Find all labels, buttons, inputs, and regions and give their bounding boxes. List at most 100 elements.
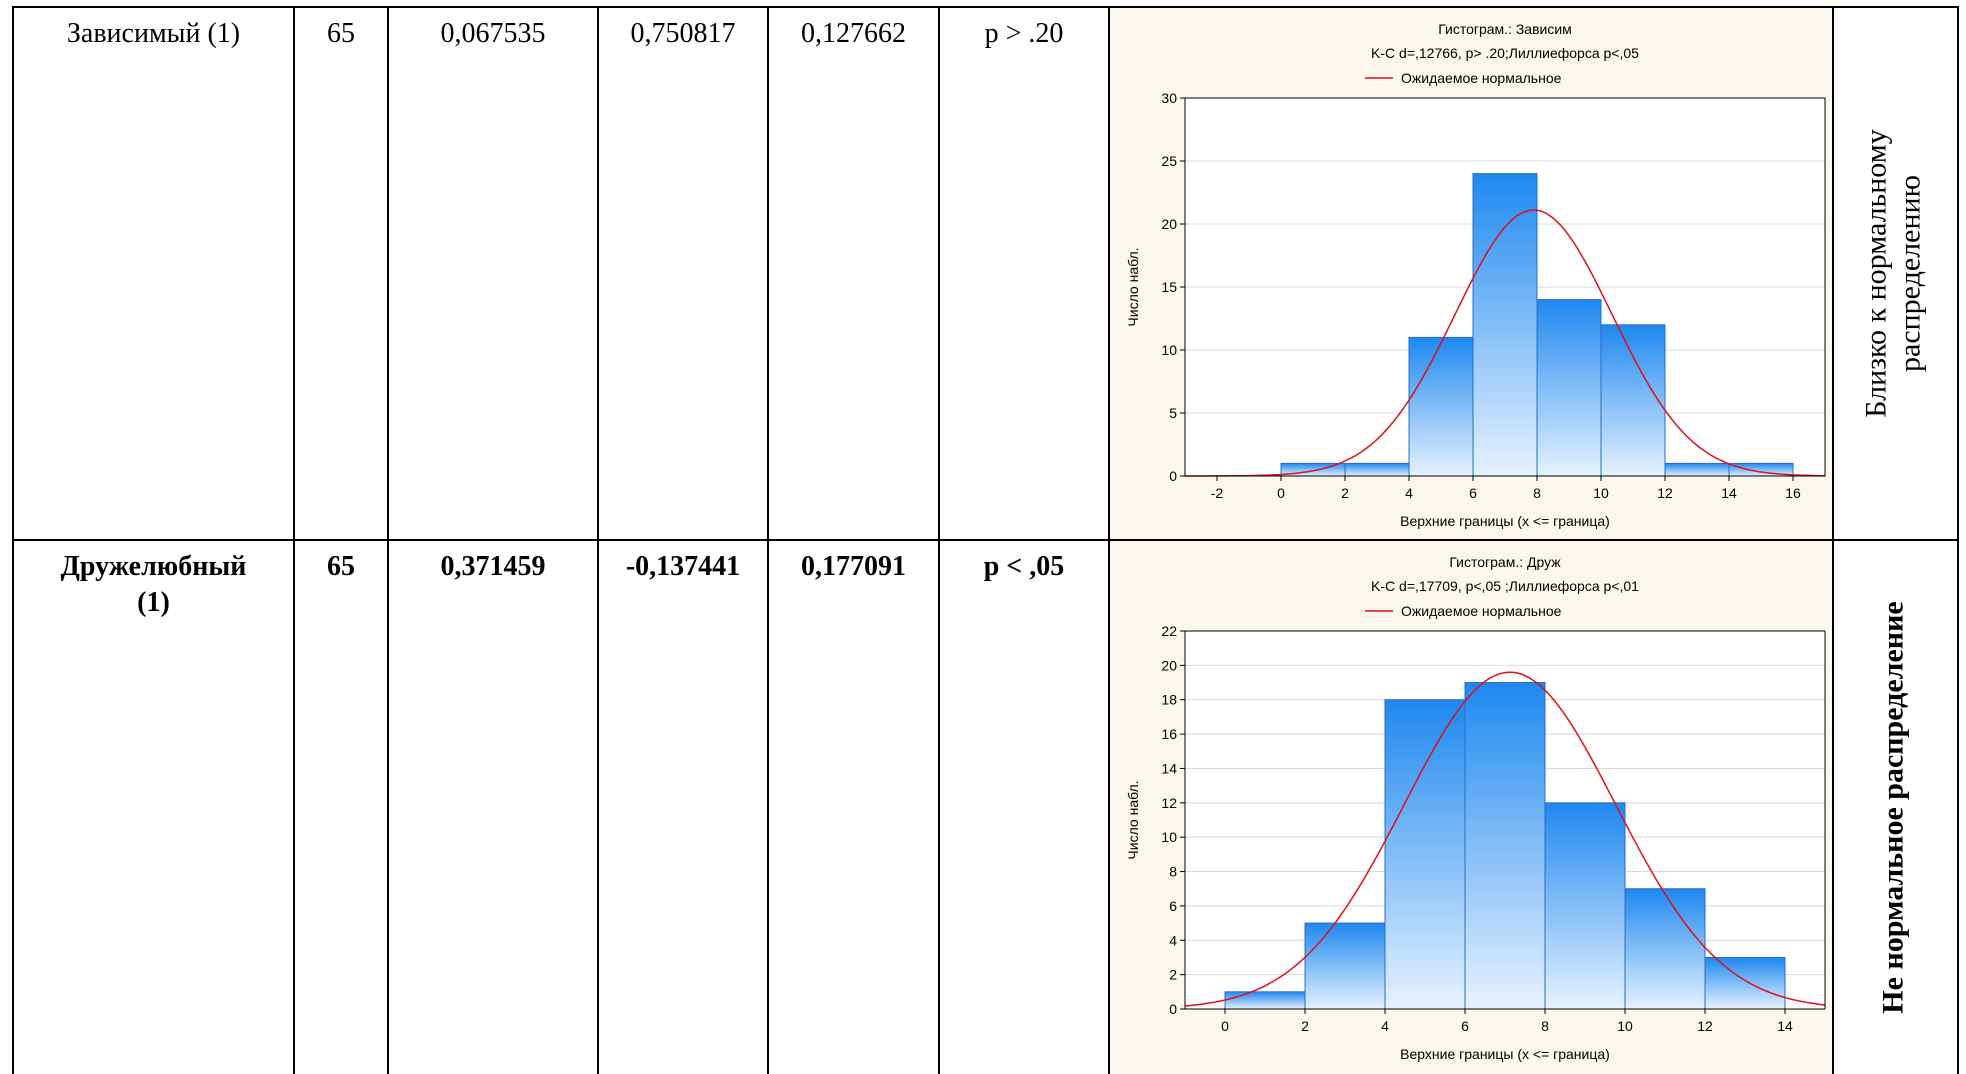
x-tick-label: 12 xyxy=(1697,1018,1713,1034)
chart-cell: Гистограм.: Друж K-C d=,17709, p<,05 ;Лил… xyxy=(1108,539,1832,1074)
conclusion-svg: Близко к нормальному распределению xyxy=(1859,129,1926,417)
y-tick-label: 22 xyxy=(1161,623,1177,639)
stat-cell: 65 xyxy=(293,539,387,1074)
x-tick-label: 4 xyxy=(1381,1018,1389,1034)
plot-frame xyxy=(1184,630,1826,1010)
conclusion-text: Близко к нормальному xyxy=(1859,129,1892,417)
histogram-bar xyxy=(1304,922,1386,1010)
x-tick-label: 6 xyxy=(1461,1018,1469,1034)
y-tick-label: 0 xyxy=(1169,468,1177,484)
y-tick-label: 20 xyxy=(1161,216,1177,232)
y-tick-label: 2 xyxy=(1169,967,1177,983)
x-tick-label: 16 xyxy=(1785,485,1801,501)
y-tick-label: 0 xyxy=(1169,1001,1177,1017)
chart-cell: Гистограм.: Зависим K-C d=,12766, p> .20;… xyxy=(1108,6,1832,539)
histogram-chart: Гистограм.: Зависим K-C d=,12766, p> .20;… xyxy=(1125,21,1826,529)
y-axis-label: Число набл. xyxy=(1125,247,1141,326)
variable-name-cell: Дружелюбный (1) xyxy=(12,539,293,1074)
histogram-bar xyxy=(1344,462,1410,477)
y-tick-label: 8 xyxy=(1169,864,1177,880)
x-tick-label: 12 xyxy=(1657,485,1673,501)
stat-cell: 0,750817 xyxy=(597,6,767,539)
x-tick-label: 4 xyxy=(1405,485,1413,501)
y-tick-label: 6 xyxy=(1169,898,1177,914)
cell-text: -0,137441 xyxy=(625,551,741,582)
cell-text: 0,067535 xyxy=(440,18,546,49)
x-tick-label: 8 xyxy=(1533,485,1541,501)
cell-text: Зависимый (1) xyxy=(66,18,241,49)
histogram-bar xyxy=(1408,336,1474,477)
variable-name-cell: Зависимый (1) xyxy=(12,6,293,539)
stat-cell: -0,137441 xyxy=(597,539,767,1074)
stat-cell: 65 xyxy=(293,6,387,539)
conclusion-cell: Не нормальное распределение xyxy=(1832,539,1959,1074)
histogram-bar xyxy=(1600,324,1666,477)
histogram-bar xyxy=(1384,699,1466,1010)
histogram-bar xyxy=(1464,682,1546,1010)
x-tick-label: -2 xyxy=(1211,485,1224,501)
x-axis-label: Верхние границы (x <= граница) xyxy=(1400,1046,1610,1062)
conclusion-cell: Близко к нормальному распределению xyxy=(1832,6,1959,539)
y-tick-label: 15 xyxy=(1161,279,1177,295)
conclusion-svg: Не нормальное распределение xyxy=(1876,601,1909,1013)
chart-subtitle: K-C d=,17709, p<,05 ;Лиллиефорса p<,01 xyxy=(1371,578,1639,594)
conclusion-text: Не нормальное распределение xyxy=(1876,601,1909,1013)
stat-cell: 0,127662 xyxy=(767,6,938,539)
x-tick-label: 10 xyxy=(1617,1018,1633,1034)
y-tick-label: 4 xyxy=(1169,932,1177,948)
legend-label: Ожидаемое нормальное xyxy=(1401,70,1562,86)
y-axis-label: Число набл. xyxy=(1125,780,1141,859)
x-axis-label: Верхние границы (x <= граница) xyxy=(1400,513,1610,529)
stat-cell: 0,067535 xyxy=(387,6,597,539)
x-tick-label: 14 xyxy=(1721,485,1737,501)
stat-cell: p < ,05 xyxy=(938,539,1108,1074)
y-tick-label: 12 xyxy=(1161,795,1177,811)
x-tick-label: 0 xyxy=(1221,1018,1229,1034)
y-tick-label: 20 xyxy=(1161,657,1177,673)
cell-text: 65 xyxy=(327,551,355,582)
histogram-bar xyxy=(1624,888,1706,1010)
x-tick-label: 10 xyxy=(1593,485,1609,501)
histogram-bar xyxy=(1704,956,1786,1010)
y-tick-label: 10 xyxy=(1161,342,1177,358)
stat-cell: p > .20 xyxy=(938,6,1108,539)
normal-curve xyxy=(1185,209,1825,477)
cell-text: 0,127662 xyxy=(801,18,906,49)
histogram-bar xyxy=(1224,991,1306,1010)
x-tick-label: 6 xyxy=(1469,485,1477,501)
x-tick-label: 2 xyxy=(1341,485,1349,501)
histogram-chart: Гистограм.: Друж K-C d=,17709, p<,05 ;Лил… xyxy=(1125,554,1826,1062)
chart-subtitle: K-C d=,12766, p> .20;Лиллиефорса p<,05 xyxy=(1371,45,1639,61)
histogram-bar xyxy=(1472,173,1538,477)
y-tick-label: 5 xyxy=(1169,405,1177,421)
cell-text: Дружелюбный (1) xyxy=(60,551,247,618)
x-tick-label: 8 xyxy=(1541,1018,1549,1034)
stat-cell: 0,177091 xyxy=(767,539,938,1074)
y-tick-label: 10 xyxy=(1161,829,1177,845)
legend-label: Ожидаемое нормальное xyxy=(1401,603,1562,619)
conclusion-text: распределению xyxy=(1893,175,1926,372)
chart-title: Гистограм.: Зависим xyxy=(1438,21,1572,37)
cell-text: 0,177091 xyxy=(801,551,906,582)
stat-cell: 0,371459 xyxy=(387,539,597,1074)
chart-title: Гистограм.: Друж xyxy=(1449,554,1561,570)
x-tick-label: 2 xyxy=(1301,1018,1309,1034)
histogram-bar xyxy=(1544,802,1626,1010)
y-tick-label: 30 xyxy=(1161,90,1177,106)
x-tick-label: 14 xyxy=(1777,1018,1793,1034)
cell-text: 0,371459 xyxy=(440,551,546,582)
y-tick-label: 16 xyxy=(1161,726,1177,742)
x-tick-label: 0 xyxy=(1277,485,1285,501)
histogram-bar xyxy=(1536,299,1602,477)
cell-text: p > .20 xyxy=(984,18,1064,49)
y-tick-label: 25 xyxy=(1161,153,1177,169)
plot-frame xyxy=(1184,97,1826,477)
y-tick-label: 18 xyxy=(1161,692,1177,708)
y-tick-label: 14 xyxy=(1161,760,1177,776)
cell-text: p < ,05 xyxy=(983,551,1065,582)
cell-text: 0,750817 xyxy=(630,18,736,49)
histogram-bar xyxy=(1664,462,1730,477)
normal-curve xyxy=(1184,671,1826,1007)
cell-text: 65 xyxy=(327,18,355,49)
